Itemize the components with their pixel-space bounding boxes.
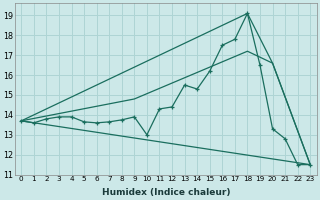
X-axis label: Humidex (Indice chaleur): Humidex (Indice chaleur) [101, 188, 230, 197]
